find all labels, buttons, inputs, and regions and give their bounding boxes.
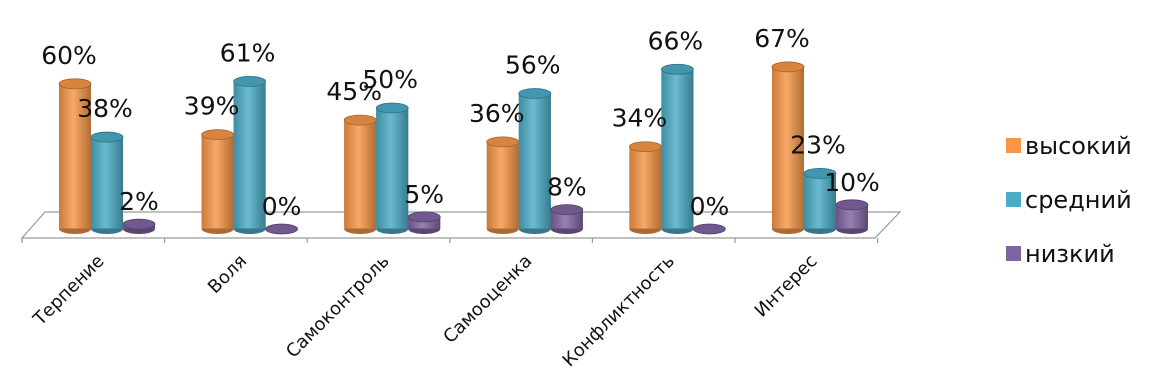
legend-swatch-high [1006, 138, 1021, 153]
bar-high-5 [629, 141, 662, 234]
legend-item-low: низкий [1006, 239, 1132, 268]
data-label-medium-4: 56% [505, 50, 561, 79]
category-label-6: Интерес [751, 251, 822, 322]
bar-low-2 [265, 223, 299, 235]
data-label-medium-5: 66% [648, 26, 704, 55]
bar-medium-1 [90, 131, 124, 234]
chart-bars [58, 61, 869, 235]
bar-high-6 [771, 61, 805, 234]
data-label-low-2: 0% [262, 192, 302, 221]
data-label-high-1: 60% [41, 41, 97, 70]
bar-low-3 [407, 211, 441, 234]
bar-low-5 [693, 223, 726, 235]
data-label-high-5: 34% [612, 104, 668, 133]
data-label-low-3: 5% [404, 180, 444, 209]
bar-high-4 [486, 136, 520, 234]
bar-medium-6 [803, 167, 837, 234]
data-labels: 60% 38% 2% 39% 61% 0% 45%50% 5% 36% 56% 8% 34% 66% 0%… [41, 24, 880, 221]
legend-item-high: высокий [1006, 131, 1132, 160]
category-label-3: Самоконтроль [282, 251, 394, 363]
legend-label-medium: средний [1025, 185, 1132, 214]
legend-swatch-low [1006, 246, 1021, 261]
legend-label-high: высокий [1025, 131, 1132, 160]
category-label-1: Терпение [29, 251, 109, 331]
bar-medium-5 [661, 63, 694, 234]
legend-swatch-medium [1006, 192, 1021, 207]
bar-high-3 [343, 114, 377, 234]
data-label-low-4: 8% [547, 173, 587, 202]
data-label-high-4: 36% [469, 99, 525, 128]
bar-medium-4 [518, 88, 552, 234]
data-label-medium-6: 23% [790, 130, 846, 159]
bar-high-1 [58, 78, 92, 234]
chart-legend: высокий средний низкий [1006, 132, 1132, 294]
category-label-2: Воля [204, 251, 251, 298]
data-label-high-3: 45% [326, 77, 382, 106]
category-label-5: Конфликтность [559, 251, 679, 371]
bar-low-4 [550, 204, 584, 234]
legend-item-medium: средний [1006, 185, 1132, 214]
bar-medium-2 [233, 75, 267, 234]
data-label-medium-3: 50% [362, 65, 418, 94]
bar-high-2 [201, 129, 235, 234]
category-labels: Терпение Воля Самоконтроль Самооценка Конфли… [29, 251, 822, 371]
bar-low-6 [835, 199, 869, 234]
data-label-high-2: 39% [184, 92, 240, 121]
data-label-high-6: 67% [754, 24, 810, 53]
data-label-medium-1: 38% [77, 94, 133, 123]
bar-low-1 [122, 218, 156, 234]
data-label-low-6: 10% [824, 168, 880, 197]
data-label-medium-2: 61% [220, 38, 276, 67]
data-label-low-5: 0% [690, 192, 730, 221]
bar-medium-3 [375, 102, 409, 234]
data-label-low-1: 2% [119, 187, 159, 216]
category-label-4: Самооценка [439, 251, 536, 348]
legend-label-low: низкий [1025, 239, 1115, 268]
